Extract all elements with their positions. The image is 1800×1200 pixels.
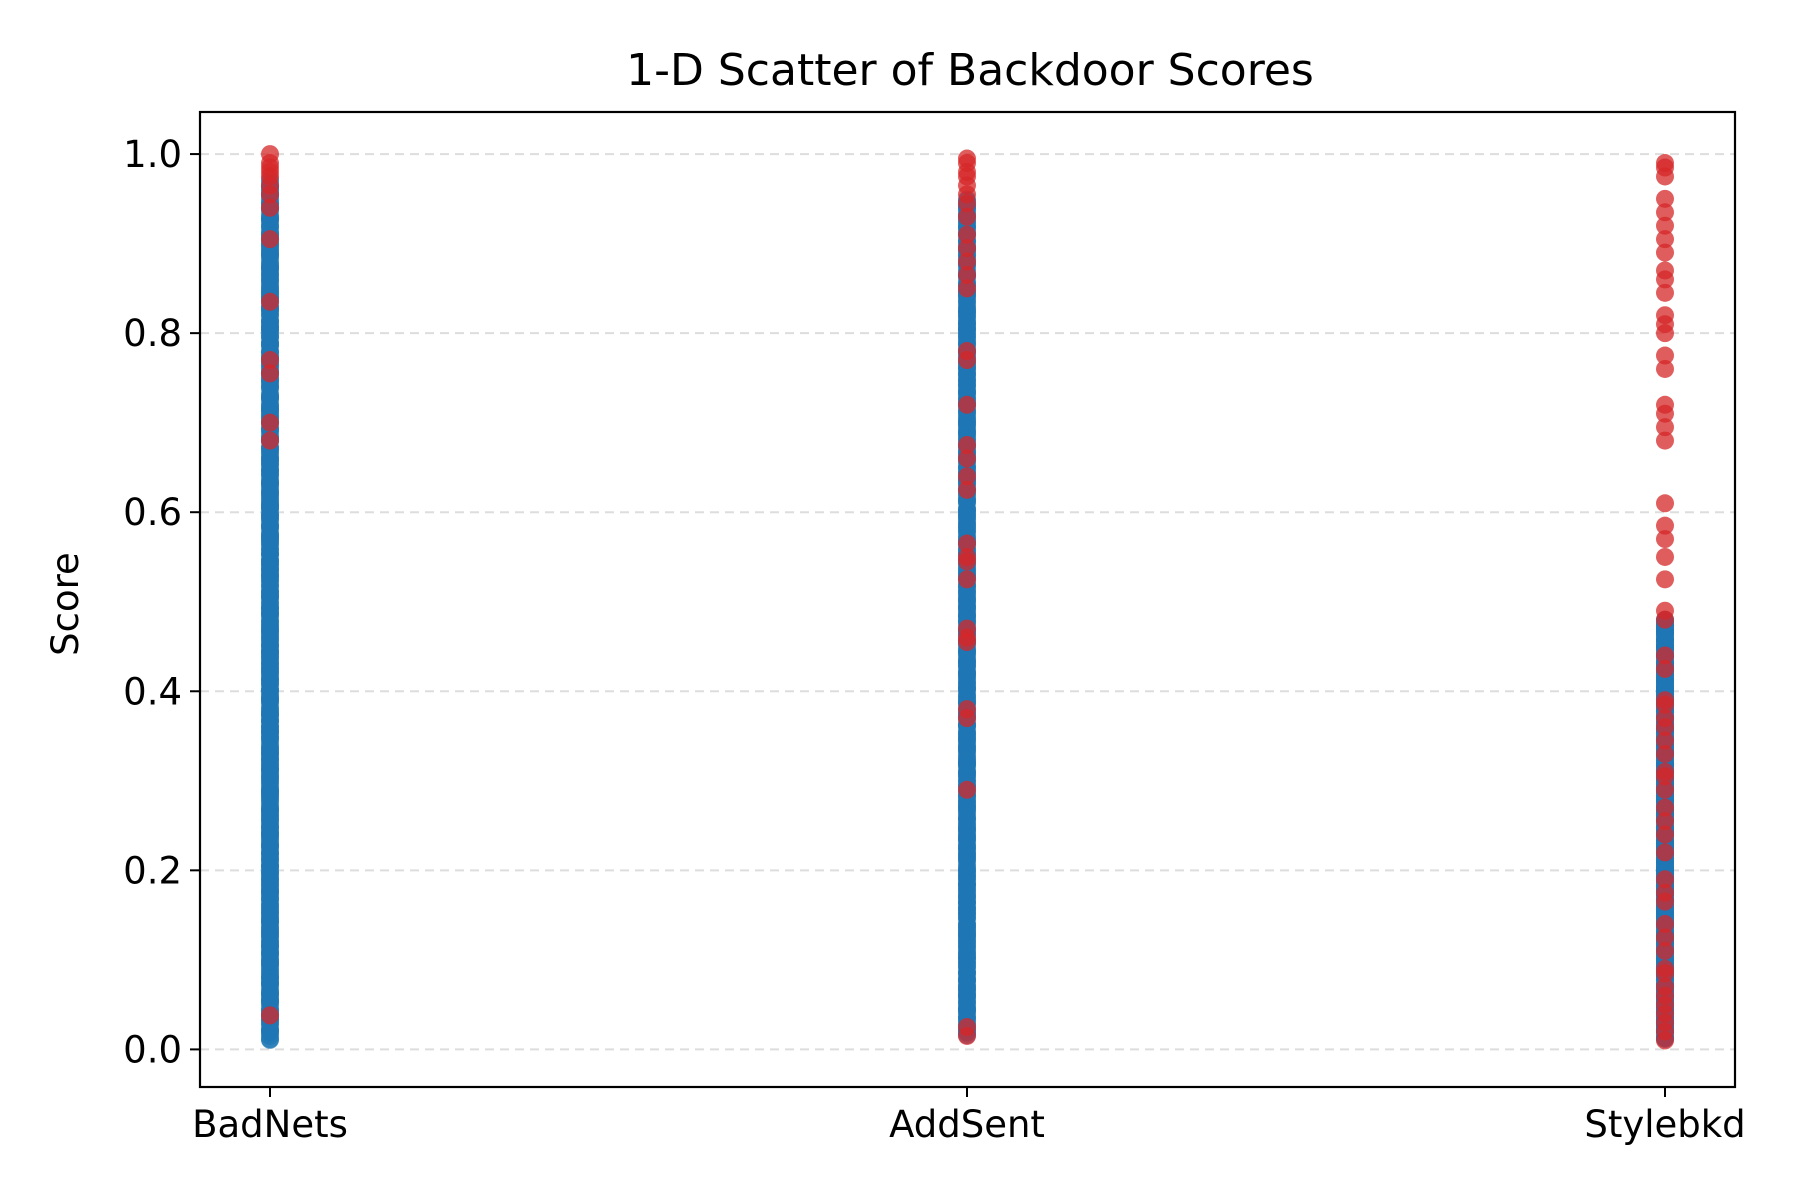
poisoned-point bbox=[958, 780, 976, 799]
poisoned-point bbox=[1656, 695, 1674, 714]
x-tick-label: Stylebkd bbox=[1584, 1103, 1745, 1146]
poisoned-point bbox=[1656, 216, 1674, 235]
poisoned-point bbox=[1656, 798, 1674, 817]
poisoned-point bbox=[1656, 359, 1674, 378]
y-tick-label: 0.4 bbox=[123, 670, 182, 713]
poisoned-point bbox=[1656, 404, 1674, 423]
y-tick-label: 0.2 bbox=[123, 849, 182, 892]
y-tick-label: 1.0 bbox=[123, 133, 182, 176]
poisoned-point bbox=[1656, 812, 1674, 831]
poisoned-point bbox=[1656, 928, 1674, 947]
poisoned-point bbox=[1656, 516, 1674, 535]
x-tick-label: AddSent bbox=[889, 1103, 1045, 1146]
poisoned-point bbox=[1656, 825, 1674, 844]
poisoned-point bbox=[1656, 731, 1674, 750]
data-points bbox=[261, 145, 1674, 1050]
poisoned-point bbox=[1656, 346, 1674, 365]
poisoned-point bbox=[1656, 646, 1674, 665]
poisoned-point bbox=[958, 633, 976, 652]
poisoned-point bbox=[261, 364, 279, 383]
poisoned-point bbox=[1656, 892, 1674, 911]
poisoned-point bbox=[958, 395, 976, 414]
poisoned-point bbox=[1656, 203, 1674, 222]
poisoned-point bbox=[261, 185, 279, 204]
poisoned-point bbox=[261, 431, 279, 450]
poisoned-point bbox=[1656, 870, 1674, 889]
poisoned-point bbox=[958, 279, 976, 298]
poisoned-point bbox=[1656, 780, 1674, 799]
poisoned-point bbox=[1656, 189, 1674, 208]
poisoned-point bbox=[1656, 964, 1674, 983]
poisoned-point bbox=[958, 570, 976, 589]
poisoned-point bbox=[261, 198, 279, 217]
poisoned-point bbox=[1656, 530, 1674, 549]
y-tick-label: 0.8 bbox=[123, 312, 182, 355]
poisoned-point bbox=[261, 413, 279, 432]
poisoned-point bbox=[958, 194, 976, 213]
y-tick-label: 0.6 bbox=[123, 491, 182, 534]
poisoned-point bbox=[958, 351, 976, 370]
poisoned-point bbox=[1656, 744, 1674, 763]
poisoned-point bbox=[1656, 167, 1674, 186]
poisoned-point bbox=[261, 292, 279, 311]
poisoned-point bbox=[1656, 243, 1674, 262]
poisoned-point bbox=[958, 239, 976, 258]
poisoned-point bbox=[958, 1026, 976, 1045]
poisoned-point bbox=[1656, 230, 1674, 249]
poisoned-point bbox=[958, 265, 976, 284]
poisoned-point bbox=[958, 436, 976, 455]
poisoned-point bbox=[1656, 1031, 1674, 1050]
poisoned-point bbox=[958, 252, 976, 271]
poisoned-point bbox=[1656, 767, 1674, 786]
poisoned-point bbox=[1656, 547, 1674, 566]
poisoned-point bbox=[1656, 494, 1674, 513]
poisoned-point bbox=[958, 480, 976, 499]
poisoned-point bbox=[1656, 718, 1674, 737]
poisoned-point bbox=[1656, 570, 1674, 589]
ticks: 0.0 0.2 0.4 0.6 0.8 1.0 BadNets AddSent Stylebkd bbox=[123, 133, 1746, 1146]
poisoned-point bbox=[261, 1006, 279, 1025]
poisoned-point bbox=[1656, 431, 1674, 450]
poisoned-point bbox=[261, 230, 279, 249]
poisoned-point bbox=[1656, 941, 1674, 960]
poisoned-point bbox=[1656, 283, 1674, 302]
poisoned-point bbox=[1656, 843, 1674, 862]
y-tick-label: 0.0 bbox=[123, 1028, 182, 1071]
poisoned-point bbox=[958, 552, 976, 571]
y-axis-label: Score bbox=[44, 552, 87, 656]
poisoned-point bbox=[1656, 659, 1674, 678]
poisoned-point bbox=[1656, 270, 1674, 289]
poisoned-point bbox=[1656, 610, 1674, 629]
poisoned-point bbox=[958, 534, 976, 553]
poisoned-point bbox=[958, 467, 976, 486]
poisoned-point bbox=[958, 207, 976, 226]
poisoned-point bbox=[1656, 324, 1674, 343]
poisoned-point bbox=[958, 225, 976, 244]
poisoned-point bbox=[261, 351, 279, 370]
x-tick-label: BadNets bbox=[192, 1103, 348, 1146]
chart-title: 1-D Scatter of Backdoor Scores bbox=[626, 45, 1314, 96]
poisoned-point bbox=[958, 709, 976, 728]
poisoned-point bbox=[958, 449, 976, 468]
poisoned-point bbox=[1656, 915, 1674, 934]
poisoned-point bbox=[1656, 418, 1674, 437]
